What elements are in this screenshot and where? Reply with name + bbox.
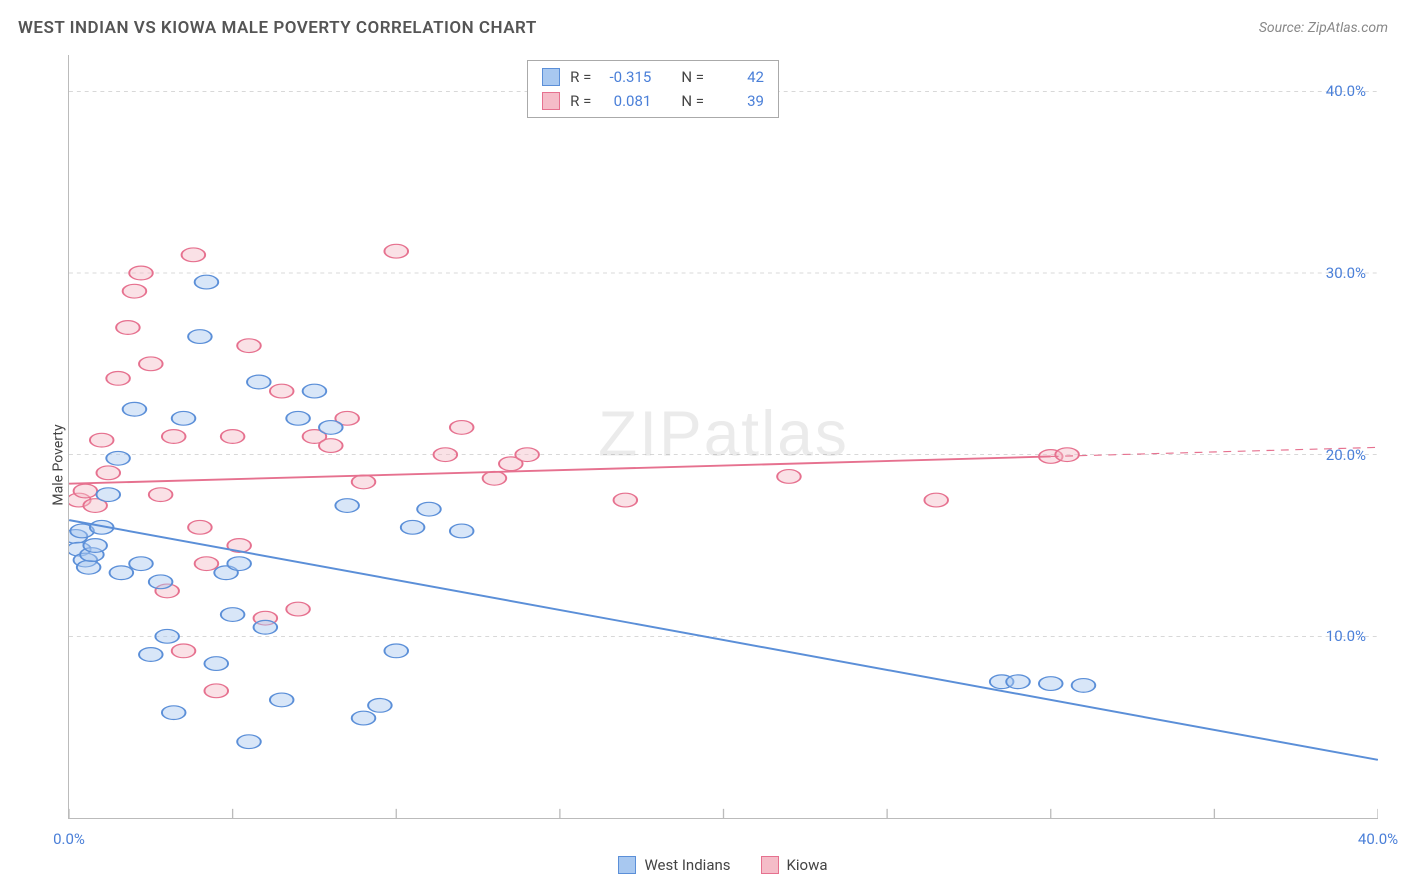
data-point — [227, 557, 251, 571]
stat-r-value: -0.315 — [601, 65, 651, 89]
legend-swatch — [761, 856, 779, 874]
data-point — [83, 539, 107, 553]
data-point — [172, 644, 196, 658]
data-point — [303, 384, 327, 398]
data-point — [352, 711, 376, 725]
stats-row: R = -0.315 N = 42 — [542, 65, 764, 89]
y-axis-label: Male Poverty — [51, 424, 67, 505]
y-tick-label: 10.0% — [1326, 627, 1366, 645]
stat-n-value: 39 — [714, 89, 764, 113]
data-point — [614, 493, 638, 507]
data-point — [368, 698, 392, 712]
data-point — [96, 466, 120, 480]
data-point — [139, 648, 163, 662]
data-point — [116, 321, 140, 335]
y-tick-label: 30.0% — [1326, 264, 1366, 282]
data-point — [123, 284, 147, 298]
legend-swatch — [618, 856, 636, 874]
data-point — [254, 620, 278, 634]
data-point — [96, 488, 120, 502]
series-swatch — [542, 92, 560, 110]
scatter-plot-svg — [69, 55, 1378, 818]
data-point — [155, 629, 179, 643]
plot-area: ZIPatlas R = -0.315 N = 42 R = 0.081 N =… — [68, 55, 1378, 819]
data-point — [149, 575, 173, 589]
data-point — [221, 608, 245, 622]
data-point — [195, 557, 219, 571]
y-tick-label: 20.0% — [1326, 446, 1366, 464]
x-tick-label: 40.0% — [1358, 830, 1398, 848]
data-point — [319, 421, 343, 435]
data-point — [286, 411, 310, 425]
data-point — [434, 448, 458, 462]
data-point — [335, 499, 359, 513]
legend-label: West Indians — [644, 856, 730, 874]
data-point — [106, 451, 130, 465]
data-point — [352, 475, 376, 489]
data-point — [384, 244, 408, 258]
data-point — [162, 706, 186, 720]
data-point — [149, 488, 173, 502]
data-point — [1039, 677, 1063, 691]
data-point — [270, 384, 294, 398]
data-point — [401, 520, 425, 534]
stat-r-value: 0.081 — [601, 89, 651, 113]
data-point — [450, 524, 474, 538]
data-point — [237, 735, 261, 749]
data-point — [129, 557, 153, 571]
data-point — [123, 402, 147, 416]
stat-r-label: R = — [570, 65, 591, 89]
chart-container: Male Poverty ZIPatlas R = -0.315 N = 42 … — [18, 55, 1388, 874]
x-tick-label: 0.0% — [53, 830, 85, 848]
chart-title: WEST INDIAN VS KIOWA MALE POVERTY CORREL… — [18, 18, 537, 38]
stat-r-label: R = — [570, 89, 591, 113]
data-point — [182, 248, 206, 262]
data-point — [483, 471, 507, 485]
data-point — [515, 448, 539, 462]
data-point — [286, 602, 310, 616]
data-point — [384, 644, 408, 658]
data-point — [1072, 679, 1096, 693]
data-point — [110, 566, 134, 580]
data-point — [195, 275, 219, 289]
data-point — [319, 439, 343, 453]
stats-row: R = 0.081 N = 39 — [542, 89, 764, 113]
trend-line — [69, 520, 1378, 760]
source-attribution: Source: ZipAtlas.com — [1259, 20, 1388, 36]
data-point — [90, 433, 114, 447]
data-point — [450, 421, 474, 435]
data-point — [139, 357, 163, 371]
data-point — [1006, 675, 1030, 689]
legend-label: Kiowa — [787, 856, 828, 874]
stat-n-value: 42 — [714, 65, 764, 89]
data-point — [188, 330, 212, 344]
data-point — [237, 339, 261, 353]
data-point — [172, 411, 196, 425]
legend-item: Kiowa — [761, 856, 828, 874]
data-point — [924, 493, 948, 507]
data-point — [162, 430, 186, 444]
data-point — [777, 470, 801, 484]
data-point — [204, 684, 228, 698]
series-swatch — [542, 68, 560, 86]
trend-line — [69, 456, 1051, 483]
data-point — [417, 502, 441, 516]
y-tick-label: 40.0% — [1326, 82, 1366, 100]
stat-n-label: N = — [681, 89, 704, 113]
data-point — [188, 520, 212, 534]
series-legend: West Indians Kiowa — [68, 856, 1378, 874]
data-point — [129, 266, 153, 280]
data-point — [77, 560, 101, 574]
data-point — [221, 430, 245, 444]
data-point — [74, 484, 98, 498]
data-point — [270, 693, 294, 707]
data-point — [247, 375, 271, 389]
stats-legend-box: R = -0.315 N = 42 R = 0.081 N = 39 — [527, 60, 779, 118]
data-point — [106, 371, 130, 385]
data-point — [204, 657, 228, 671]
data-point — [1055, 448, 1079, 462]
legend-item: West Indians — [618, 856, 730, 874]
stat-n-label: N = — [681, 65, 704, 89]
